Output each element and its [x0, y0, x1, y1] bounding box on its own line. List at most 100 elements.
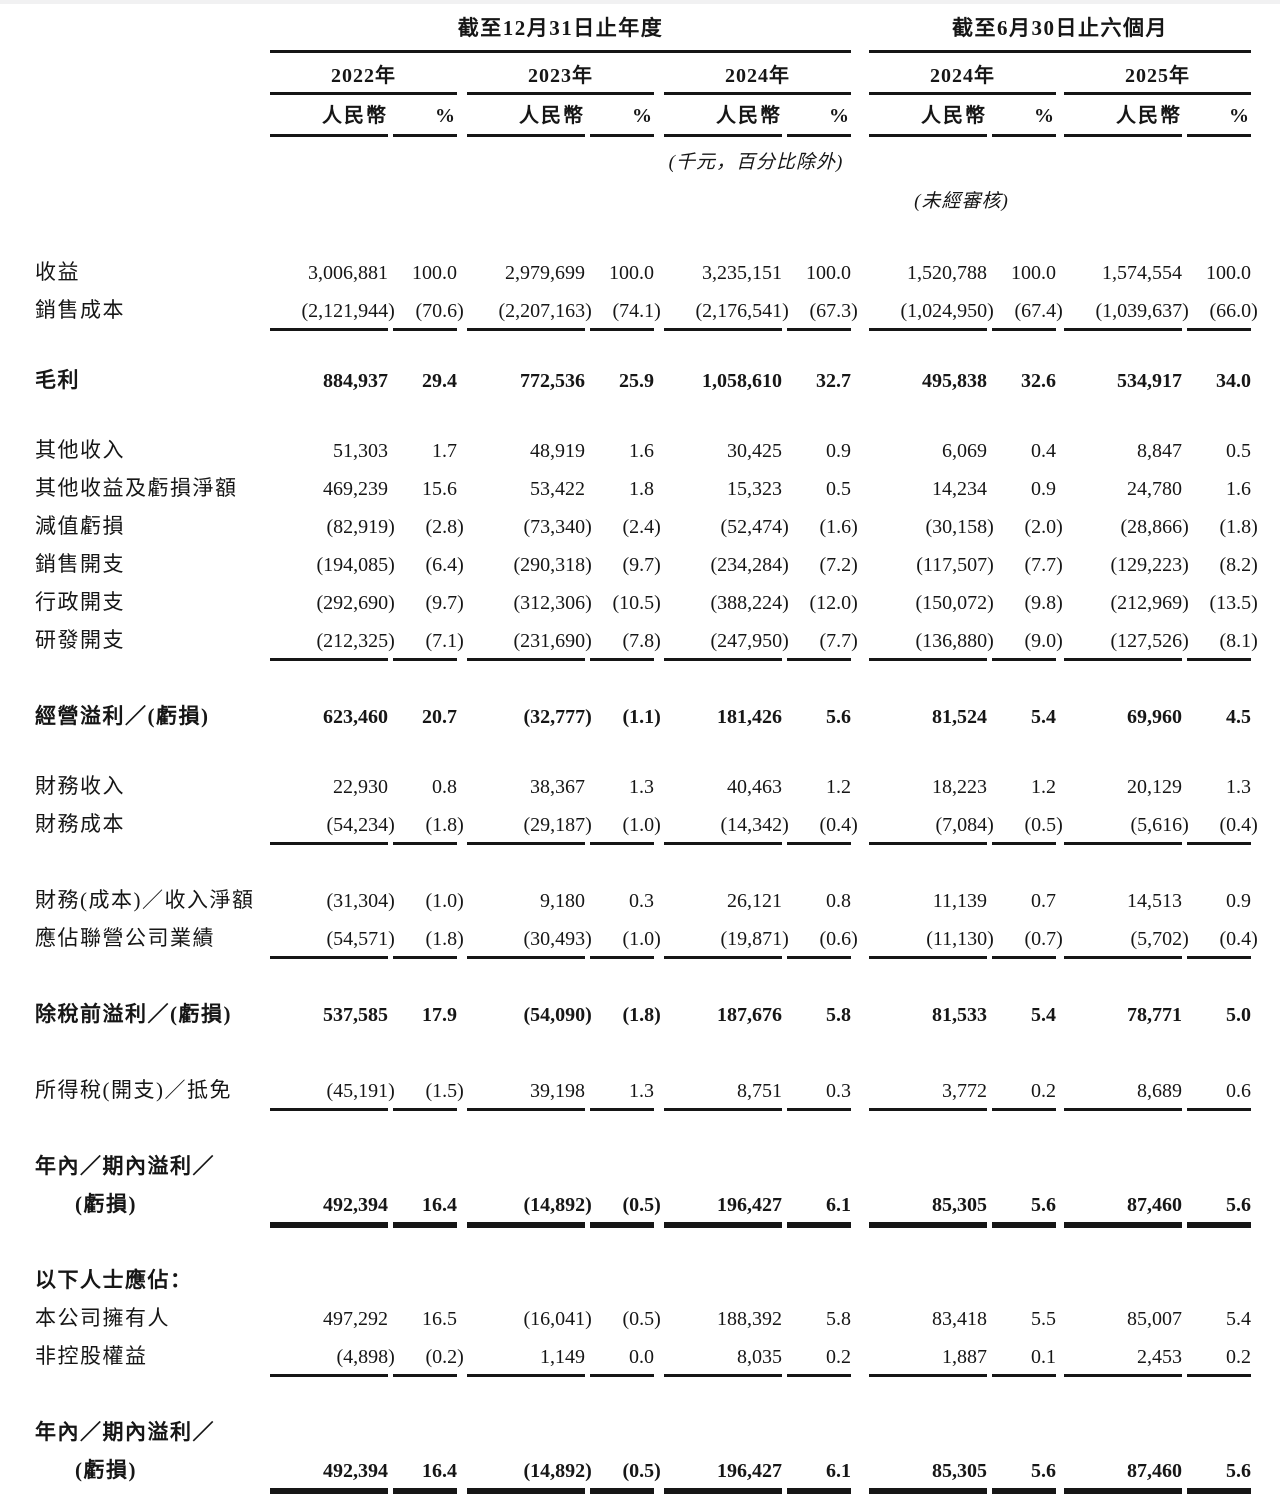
row-label: 毛利	[35, 367, 80, 392]
pct-value-text: 0.9	[1226, 890, 1251, 912]
year-value-group: 188,392 5.8	[664, 1308, 851, 1339]
rmb-value: 81,533	[869, 1004, 987, 1035]
rmb-value: (11,130)	[869, 928, 994, 959]
pct-value-text: (1.1)	[622, 706, 661, 728]
financial-table-body: 收益 3,006,881 100.0 2,979,699 100.0 3,235,151 1…	[35, 255, 1258, 1494]
rmb-value-text: 87,460	[1127, 1460, 1182, 1482]
pct-value-text: 5.4	[1031, 706, 1056, 728]
rmb-value: 187,676	[664, 1004, 782, 1035]
pct-value: 1.3	[590, 776, 654, 807]
rmb-value-text: (5,702)	[1130, 928, 1189, 950]
pct-value-text: (7.8)	[622, 630, 661, 652]
row-label: 以下人士應佔：	[35, 1267, 193, 1292]
pct-value-text: (67.4)	[1014, 300, 1063, 322]
pct-value-text: (8.1)	[1219, 630, 1258, 652]
year-value-group: (290,318) (9.7)	[467, 554, 660, 585]
year-value-group: 181,426 5.6	[664, 706, 851, 737]
row-label: 減值虧損	[35, 513, 125, 538]
screenshot-top-edge	[0, 0, 1280, 4]
rmb-value: (129,223)	[1064, 554, 1188, 585]
rmb-value: 14,234	[869, 478, 987, 509]
year-value-group: 8,847 0.5	[1064, 440, 1251, 471]
rmb-value-text: 15,323	[727, 478, 782, 500]
rmb-value-text: 534,917	[1117, 370, 1182, 392]
pct-value: 16.5	[393, 1308, 457, 1339]
pct-value-text: (2.8)	[425, 516, 464, 538]
pct-value-text: 0.4	[1031, 440, 1056, 462]
pct-value-text: 5.6	[1226, 1194, 1251, 1216]
year-value-group: (54,234) (1.8)	[270, 814, 464, 845]
pct-value-text: 1.8	[629, 478, 654, 500]
row-label: 研發開支	[35, 627, 125, 652]
year-value-group: 20,129 1.3	[1064, 776, 1251, 807]
pct-value: (13.5)	[1187, 592, 1257, 623]
pct-value-text: (6.4)	[425, 554, 464, 576]
pct-value-text: (0.2)	[425, 1346, 464, 1368]
pct-value-text: (1.8)	[622, 1004, 661, 1026]
pct-value: (10.5)	[590, 592, 660, 623]
pct-value: 0.9	[787, 440, 851, 471]
pct-value-text: 16.4	[422, 1194, 457, 1216]
pct-value: 16.4	[393, 1194, 457, 1228]
pct-value: 1.3	[1187, 776, 1251, 807]
rmb-value: 11,139	[869, 890, 987, 921]
pct-value-text: 32.7	[816, 370, 851, 392]
rmb-value: 8,847	[1064, 440, 1182, 471]
rmb-value-text: 196,427	[717, 1194, 782, 1216]
rmb-value-text: (292,690)	[316, 592, 395, 614]
rmb-value-text: (117,507)	[916, 554, 994, 576]
pct-value-text: 17.9	[422, 1004, 457, 1026]
rmb-value: 53,422	[467, 478, 585, 509]
year-value-group: (32,777) (1.1)	[467, 706, 660, 737]
rmb-value-text: 623,460	[323, 706, 388, 728]
rmb-value: (32,777)	[467, 706, 591, 737]
unaudited-note: (未經審核)	[914, 191, 1009, 212]
pct-value: 0.9	[992, 478, 1056, 509]
pct-value: (2.4)	[590, 516, 660, 547]
pct-value: 0.5	[1187, 440, 1251, 471]
pct-value: 0.8	[393, 776, 457, 807]
rmb-value: (5,702)	[1064, 928, 1189, 959]
pct-value: 5.5	[992, 1308, 1056, 1339]
rmb-value-text: 469,239	[323, 478, 388, 500]
pct-value: (0.5)	[590, 1194, 661, 1228]
rmb-value-text: (247,950)	[710, 630, 789, 652]
year-value-group: (19,871) (0.6)	[664, 928, 858, 959]
rmb-value-text: (212,969)	[1110, 592, 1189, 614]
pct-value-text: (9.7)	[622, 554, 661, 576]
rmb-value: (231,690)	[467, 630, 592, 661]
pct-value-text: 0.8	[826, 890, 851, 912]
pct-value: 5.6	[787, 706, 851, 737]
rmb-value-text: 2,453	[1137, 1346, 1182, 1368]
year-value-group: 8,035 0.2	[664, 1346, 851, 1377]
table-row: 行政開支 (292,690) (9.7) (312,306) (10.5) (388,22…	[35, 585, 1258, 623]
year-value-group: 2,453 0.2	[1064, 1346, 1251, 1377]
year-value-group: (54,090) (1.8)	[467, 1004, 660, 1035]
pct-value: (0.2)	[393, 1346, 464, 1377]
pct-value-text: (13.5)	[1209, 592, 1258, 614]
rmb-value-text: 83,418	[932, 1308, 987, 1330]
rmb-value: 15,323	[664, 478, 782, 509]
pct-value: (70.6)	[393, 300, 464, 331]
rmb-value: (127,526)	[1064, 630, 1189, 661]
pct-value-text: 5.6	[1031, 1460, 1056, 1482]
year-value-group: (312,306) (10.5)	[467, 592, 660, 623]
rmb-value-text: (30,158)	[925, 516, 994, 538]
rmb-value: (212,969)	[1064, 592, 1188, 623]
pct-value: (1.8)	[590, 1004, 660, 1035]
year-value-group: (231,690) (7.8)	[467, 630, 661, 661]
rmb-value-text: 196,427	[717, 1460, 782, 1482]
pct-value: (74.1)	[590, 300, 661, 331]
rmb-value: 772,536	[467, 370, 585, 401]
pct-value: (1.8)	[393, 928, 464, 959]
year-header: 2023年	[467, 59, 654, 95]
year-value-group: 78,771 5.0	[1064, 1004, 1251, 1035]
rmb-value: 20,129	[1064, 776, 1182, 807]
year-value-group: 24,780 1.6	[1064, 478, 1251, 509]
percent-header: %	[1187, 105, 1251, 137]
pct-value: (0.7)	[992, 928, 1063, 959]
pct-value-text: (7.7)	[1024, 554, 1063, 576]
pct-value: (1.0)	[393, 890, 463, 921]
pct-value-text: (0.7)	[1024, 928, 1063, 950]
rmb-value-text: 69,960	[1127, 706, 1182, 728]
